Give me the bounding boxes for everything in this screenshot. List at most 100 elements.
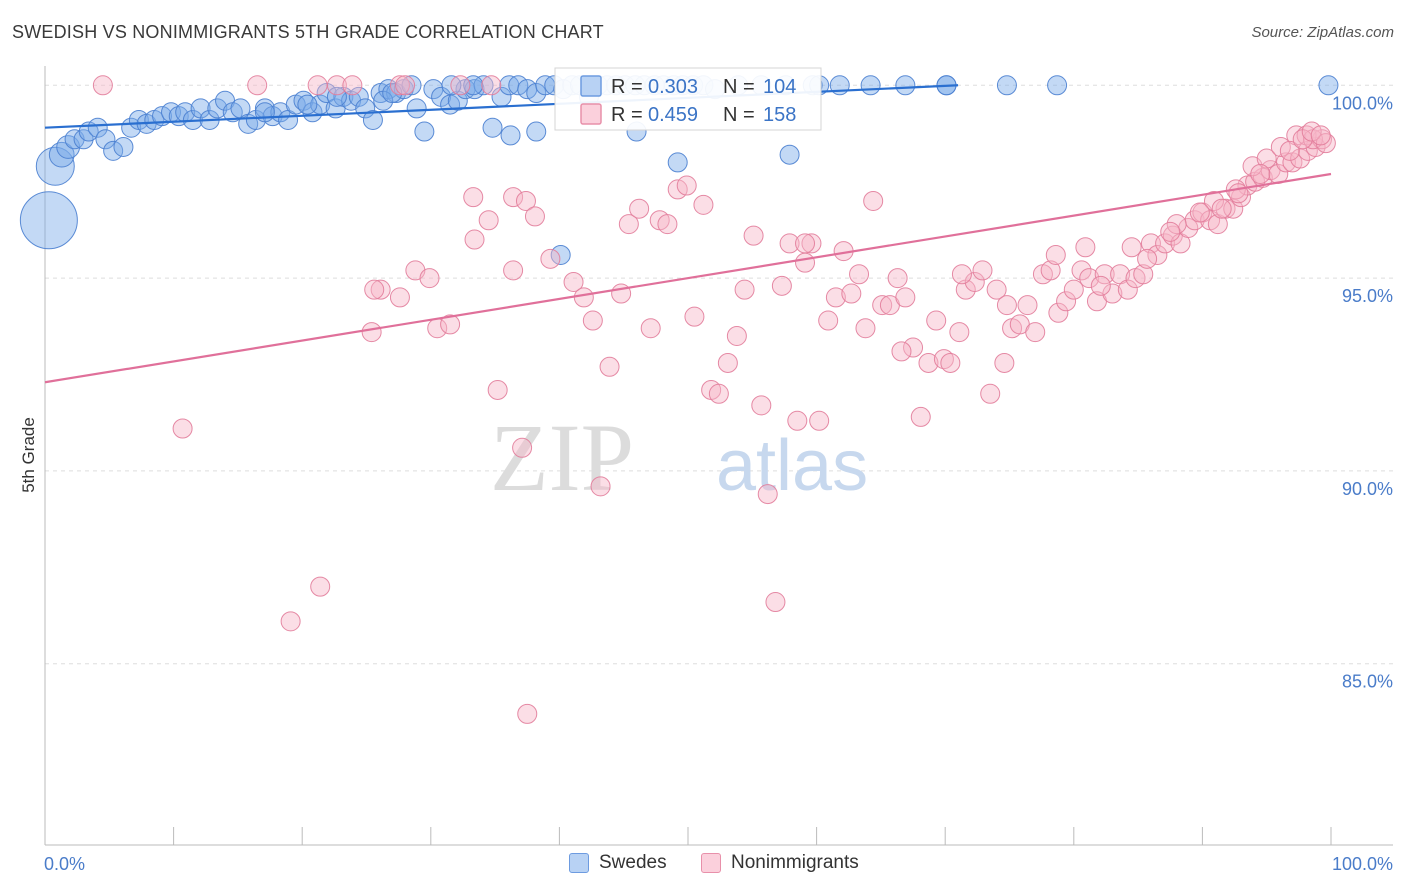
legend-n-label: N = [723,104,755,126]
point-nonimmigrants [918,352,939,373]
legend-n-value: 104 [763,76,796,98]
point-nonimmigrants [863,190,884,211]
point-nonimmigrants [795,252,816,273]
point-swedes [526,121,547,142]
point-nonimmigrants [1040,260,1061,281]
point-nonimmigrants [1048,302,1069,323]
point-nonimmigrants [1155,233,1176,254]
point-swedes [87,117,108,138]
point-nonimmigrants [364,279,385,300]
point-nonimmigrants [1147,244,1168,265]
point-nonimmigrants [676,175,697,196]
point-nonimmigrants [751,395,772,416]
legend-n-label: N = [723,76,755,98]
point-nonimmigrants [629,198,650,219]
point-nonimmigrants [910,406,931,427]
point-nonimmigrants [1079,268,1100,289]
point-swedes [1047,75,1068,96]
point-nonimmigrants [964,271,985,292]
y-tick-label: 100.0% [1332,93,1393,113]
point-nonimmigrants [708,383,729,404]
point-nonimmigrants [342,75,363,96]
point-swedes [1318,75,1339,96]
point-nonimmigrants [1137,248,1158,269]
point-nonimmigrants [855,318,876,339]
point-swedes [447,90,468,111]
legend: R = 0.303 N = 104 R = 0.459 N = 158 [554,67,822,131]
point-nonimmigrants [743,225,764,246]
swedes-label: Swedes [599,852,667,873]
point-nonimmigrants [841,283,862,304]
point-nonimmigrants [887,268,908,289]
point-nonimmigrants [440,314,461,335]
point-nonimmigrants [1063,279,1084,300]
point-nonimmigrants [1090,275,1111,296]
point-nonimmigrants [933,349,954,370]
point-nonimmigrants [450,75,471,96]
point-nonimmigrants [1071,260,1092,281]
point-nonimmigrants [872,295,893,316]
point-nonimmigrants [1252,167,1273,188]
grid [45,84,1393,665]
bottom-legend: Swedes Nonimmigrants [0,852,1406,878]
nonimmigrants-label: Nonimmigrants [731,852,859,873]
point-nonimmigrants [657,214,678,235]
point-nonimmigrants [395,75,416,96]
point-nonimmigrants [573,287,594,308]
point-swedes [382,82,403,103]
point-nonimmigrants [92,75,113,96]
point-nonimmigrants [1228,183,1249,204]
point-nonimmigrants [787,410,808,431]
nonimmigrants-swatch [701,853,721,873]
point-nonimmigrants [1133,264,1154,285]
point-nonimmigrants [481,75,502,96]
point-swedes [779,144,800,165]
point-nonimmigrants [1189,202,1210,223]
point-nonimmigrants [825,287,846,308]
point-swedes [500,125,521,146]
point-nonimmigrants [795,233,816,254]
legend-item-nonimmigrants[interactable]: Nonimmigrants [701,852,859,874]
watermark-atlas: atlas [716,426,868,506]
point-swedes [895,75,916,96]
point-nonimmigrants [512,437,533,458]
point-swedes [297,94,318,115]
watermark-zip: ZIP [490,404,634,511]
legend-item-swedes[interactable]: Swedes [569,852,667,874]
point-nonimmigrants [801,233,822,254]
y-tick-label: 85.0% [1342,672,1393,692]
point-swedes [860,75,881,96]
point-nonimmigrants [903,337,924,358]
point-nonimmigrants [1166,214,1187,235]
point-nonimmigrants [590,476,611,497]
point-nonimmigrants [926,310,947,331]
point-nonimmigrants [1279,140,1300,161]
y-tick-labels: 100.0% 95.0% 90.0% 85.0% [1332,93,1393,691]
point-nonimmigrants [326,75,347,96]
point-nonimmigrants [389,287,410,308]
point-nonimmigrants [809,410,830,431]
point-nonimmigrants [370,279,391,300]
y-tick-label: 95.0% [1342,286,1393,306]
point-nonimmigrants [419,268,440,289]
point-nonimmigrants [1211,198,1232,219]
point-nonimmigrants [693,194,714,215]
point-nonimmigrants [849,264,870,285]
point-nonimmigrants [540,248,561,269]
point-nonimmigrants [717,352,738,373]
point-nonimmigrants [478,210,499,231]
point-nonimmigrants [247,75,268,96]
point-swedes [482,117,503,138]
point-swedes [103,140,124,161]
point-nonimmigrants [1102,283,1123,304]
data-points [19,75,1339,724]
point-nonimmigrants [949,322,970,343]
source-label: Source: ZipAtlas.com [1251,24,1394,41]
point-nonimmigrants [464,229,485,250]
point-nonimmigrants [517,703,538,724]
point-nonimmigrants [684,306,705,327]
series-nonimmigrants [92,75,1336,724]
point-nonimmigrants [940,352,961,373]
point-nonimmigrants [503,187,524,208]
